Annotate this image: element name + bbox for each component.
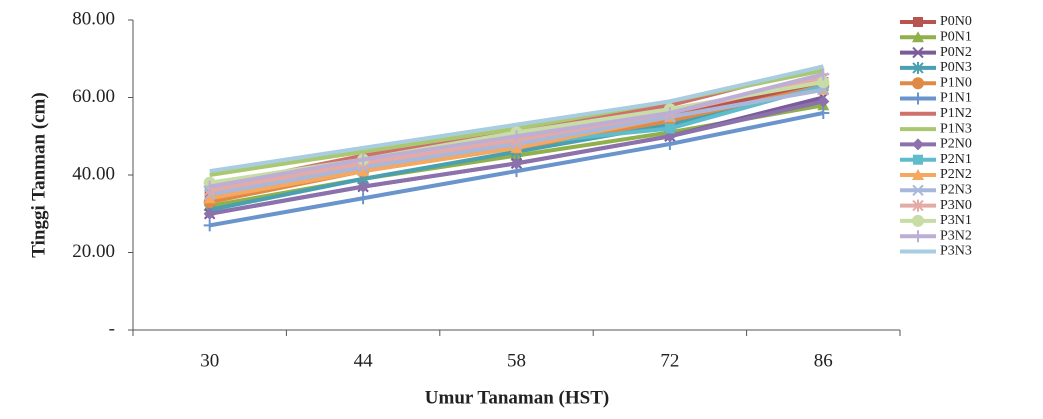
legend-label: P0N2 [940, 45, 972, 60]
legend-label: P2N3 [940, 183, 972, 198]
legend-label: P0N3 [940, 60, 972, 75]
marker [913, 155, 923, 165]
chart: Tinggi Tanman (cm) Umur Tanaman (HST) - 2… [0, 0, 1043, 414]
legend-label: P2N1 [940, 152, 972, 167]
x-tick-label: 44 [354, 350, 374, 371]
legend-label: P1N2 [940, 106, 972, 121]
marker [204, 219, 216, 231]
legend-label: P1N3 [940, 121, 972, 136]
legend-label: P1N1 [940, 91, 972, 106]
legend-label: P3N3 [940, 244, 972, 259]
x-tick-label: 30 [200, 350, 219, 371]
y-tick-label: 20.00 [72, 241, 115, 262]
legend-label: P0N1 [940, 30, 972, 45]
x-axis-label: Umur Tanaman (HST) [425, 387, 609, 408]
marker [912, 230, 924, 242]
marker [912, 138, 924, 150]
marker [665, 124, 675, 134]
y-tick-label: - [109, 318, 115, 339]
legend-label: P3N1 [940, 213, 972, 228]
legend-label: P0N0 [940, 14, 972, 29]
x-tick-label: 58 [507, 350, 526, 371]
legend-label: P3N2 [940, 228, 972, 243]
marker [912, 93, 924, 105]
legend-label: P3N0 [940, 198, 972, 213]
marker [357, 192, 369, 204]
legend-label: P1N0 [940, 75, 972, 90]
x-tick-label: 72 [660, 350, 679, 371]
y-axis-label: Tinggi Tanman (cm) [28, 92, 49, 257]
legend-label: P2N2 [940, 167, 972, 182]
marker [912, 77, 924, 89]
legend-label: P2N0 [940, 137, 972, 152]
y-tick-label: 80.00 [72, 8, 115, 29]
marker [913, 17, 923, 27]
x-tick-label: 86 [814, 350, 833, 371]
y-tick-label: 60.00 [72, 86, 115, 107]
marker [912, 215, 924, 227]
y-tick-label: 40.00 [72, 163, 115, 184]
